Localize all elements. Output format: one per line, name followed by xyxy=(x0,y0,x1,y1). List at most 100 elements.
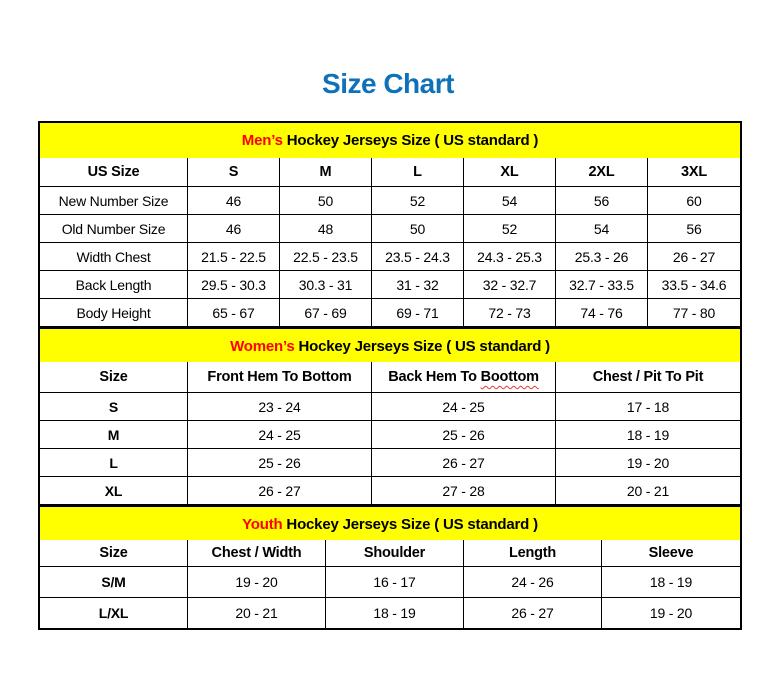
mens-header-row: US Size S M L XL 2XL 3XL xyxy=(40,158,740,187)
size-value: 77 - 80 xyxy=(672,304,716,321)
youth-section-title: Hockey Jerseys Size ( US standard ) xyxy=(282,516,538,533)
size-value: 16 - 17 xyxy=(326,567,464,597)
column-header: Size xyxy=(40,362,188,392)
womens-header-row: Size Front Hem To Bottom Back Hem To Boo… xyxy=(40,362,740,393)
size-chart-table: Men’s Hockey Jerseys Size ( US standard … xyxy=(38,121,742,630)
size-value: 23 - 24 xyxy=(188,393,372,420)
size-value: 52 xyxy=(464,215,556,242)
table-row: L 25 - 26 26 - 27 19 - 20 xyxy=(40,449,740,477)
size-value: 25 - 26 xyxy=(372,421,556,448)
size-value: 74 - 76 xyxy=(556,299,648,326)
table-row: L/XL 20 - 21 18 - 19 26 - 27 19 - 20 xyxy=(40,598,740,628)
misspelled-word: Boottom xyxy=(480,369,539,385)
womens-section-header: Women’s Hockey Jerseys Size ( US standar… xyxy=(40,327,740,362)
table-row: Body Height 65 - 67 67 - 69 69 - 71 72 -… xyxy=(40,299,740,327)
column-header: Length xyxy=(464,540,602,566)
size-value: 32.7 - 33.5 xyxy=(556,271,648,298)
size-value: 18 - 19 xyxy=(649,574,693,590)
size-value: 27 - 28 xyxy=(372,477,556,504)
column-header: Back Hem To Boottom xyxy=(372,362,556,392)
page-title: Size Chart xyxy=(322,68,454,99)
youth-section-header: Youth Hockey Jerseys Size ( US standard … xyxy=(40,505,740,540)
size-value: 20 - 21 xyxy=(188,598,326,628)
size-value: 65 - 67 xyxy=(188,299,280,326)
size-value: 50 xyxy=(280,187,372,214)
size-value: 30.3 - 31 xyxy=(280,271,372,298)
size-value: 18 - 19 xyxy=(626,426,670,443)
size-value: 24.3 - 25.3 xyxy=(464,243,556,270)
size-value: 19 - 20 xyxy=(188,567,326,597)
table-row: Width Chest 21.5 - 22.5 22.5 - 23.5 23.5… xyxy=(40,243,740,271)
size-value: 19 - 20 xyxy=(649,605,693,621)
size-value: 46 xyxy=(188,215,280,242)
womens-section-accent: Women’s xyxy=(230,338,295,355)
size-value: 19 - 20 xyxy=(626,454,670,471)
youth-section-accent: Youth xyxy=(242,516,283,533)
column-header: Chest / Pit To Pit xyxy=(592,369,704,385)
column-header: XL xyxy=(464,158,556,186)
womens-section-title: Hockey Jerseys Size ( US standard ) xyxy=(294,338,550,355)
row-label: XL xyxy=(40,477,188,504)
row-label: L xyxy=(40,449,188,476)
size-value: 21.5 - 22.5 xyxy=(188,243,280,270)
size-value: 26 - 27 xyxy=(188,477,372,504)
size-value: 32 - 32.7 xyxy=(464,271,556,298)
column-header: 2XL xyxy=(556,158,648,186)
size-value: 67 - 69 xyxy=(280,299,372,326)
size-value: 54 xyxy=(556,215,648,242)
row-label: S/M xyxy=(40,567,188,597)
column-header: Size xyxy=(40,540,188,566)
mens-section-accent: Men’s xyxy=(241,132,283,149)
table-row: S/M 19 - 20 16 - 17 24 - 26 18 - 19 xyxy=(40,567,740,598)
column-header: Front Hem To Bottom xyxy=(188,362,372,392)
row-label: Body Height xyxy=(40,299,188,326)
row-label: Back Length xyxy=(40,271,188,298)
size-value: 69 - 71 xyxy=(372,299,464,326)
size-value: 31 - 32 xyxy=(372,271,464,298)
size-value: 26 - 27 xyxy=(372,449,556,476)
column-header-text: Back Hem To xyxy=(388,369,481,385)
size-value: 56 xyxy=(556,187,648,214)
table-row: S 23 - 24 24 - 25 17 - 18 xyxy=(40,393,740,421)
table-row: XL 26 - 27 27 - 28 20 - 21 xyxy=(40,477,740,505)
size-value: 24 - 25 xyxy=(372,393,556,420)
table-row: New Number Size 46 50 52 54 56 60 xyxy=(40,187,740,215)
size-value: 26 - 27 xyxy=(464,598,602,628)
size-value: 23.5 - 24.3 xyxy=(372,243,464,270)
size-value: 24 - 25 xyxy=(188,421,372,448)
size-value: 54 xyxy=(464,187,556,214)
size-value: 17 - 18 xyxy=(626,398,670,415)
size-value: 20 - 21 xyxy=(626,482,670,499)
column-header: Chest / Width xyxy=(188,540,326,566)
row-label: Old Number Size xyxy=(40,215,188,242)
size-value: 26 - 27 xyxy=(672,248,716,265)
row-label: S xyxy=(40,393,188,420)
mens-section-title: Hockey Jerseys Size ( US standard ) xyxy=(282,132,539,149)
row-label: L/XL xyxy=(40,598,188,628)
column-header: M xyxy=(280,158,372,186)
row-label: New Number Size xyxy=(40,187,188,214)
column-header: 3XL xyxy=(681,164,707,180)
size-value: 33.5 - 34.6 xyxy=(661,276,727,293)
youth-header-row: Size Chest / Width Shoulder Length Sleev… xyxy=(40,540,740,567)
size-value: 52 xyxy=(372,187,464,214)
row-label: M xyxy=(40,421,188,448)
column-header: L xyxy=(372,158,464,186)
table-row: Old Number Size 46 48 50 52 54 56 xyxy=(40,215,740,243)
size-value: 72 - 73 xyxy=(464,299,556,326)
size-value: 25.3 - 26 xyxy=(556,243,648,270)
size-value: 46 xyxy=(188,187,280,214)
column-header: Sleeve xyxy=(648,545,694,561)
size-value: 50 xyxy=(372,215,464,242)
size-value: 56 xyxy=(686,220,702,237)
size-value: 25 - 26 xyxy=(188,449,372,476)
size-value: 60 xyxy=(686,192,702,209)
table-row: M 24 - 25 25 - 26 18 - 19 xyxy=(40,421,740,449)
size-value: 24 - 26 xyxy=(464,567,602,597)
table-row: Back Length 29.5 - 30.3 30.3 - 31 31 - 3… xyxy=(40,271,740,299)
column-header: S xyxy=(188,158,280,186)
size-value: 48 xyxy=(280,215,372,242)
size-value: 18 - 19 xyxy=(326,598,464,628)
size-value: 29.5 - 30.3 xyxy=(188,271,280,298)
column-header: US Size xyxy=(40,158,188,186)
